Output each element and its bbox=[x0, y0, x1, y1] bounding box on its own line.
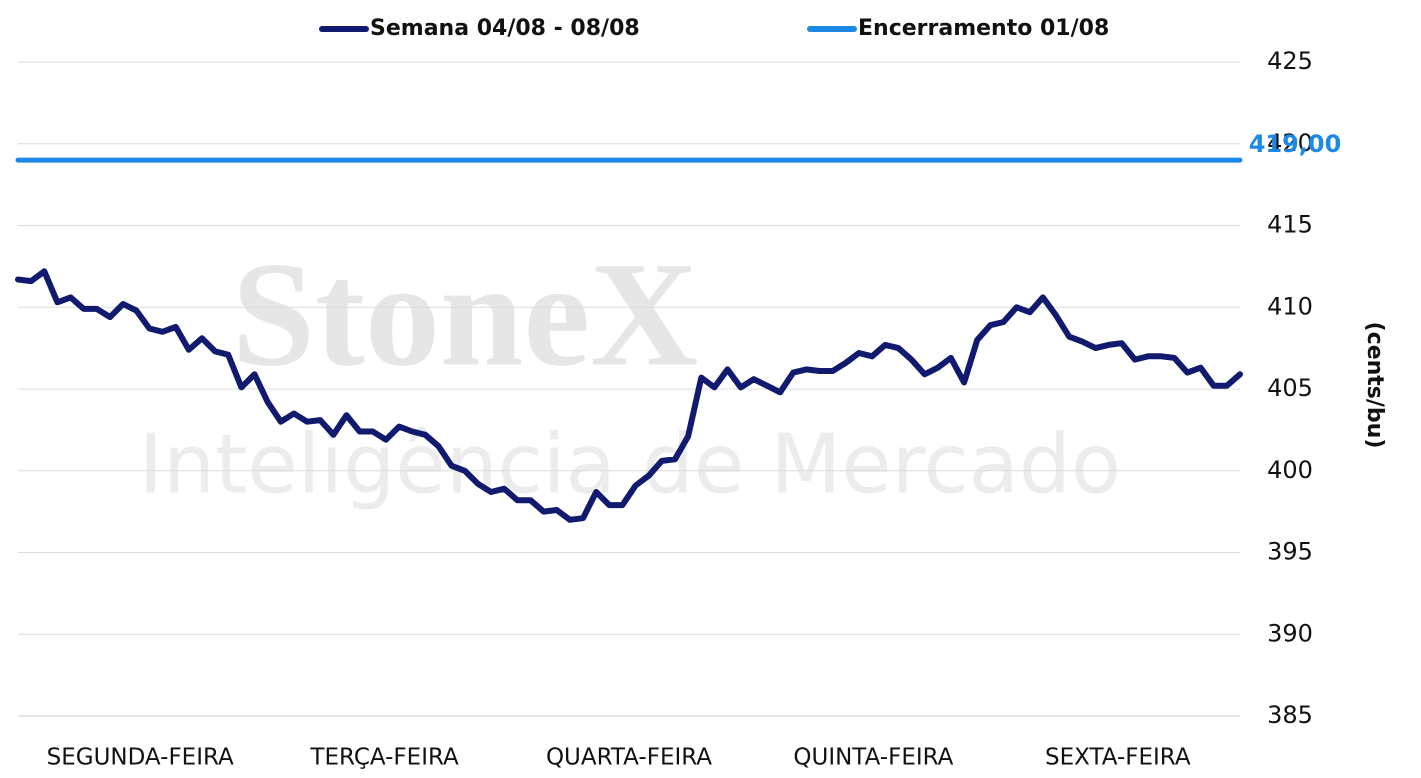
y-axis-label: (cents/bu) bbox=[1362, 322, 1387, 449]
y-tick-label: 385 bbox=[1267, 701, 1313, 729]
value-label: 419,00 bbox=[1249, 130, 1342, 158]
x-tick-label: TERÇA-FEIRA bbox=[309, 745, 459, 771]
legend-label: Encerramento 01/08 bbox=[858, 16, 1109, 41]
x-tick-label: QUARTA-FEIRA bbox=[546, 745, 712, 771]
y-tick-label: 425 bbox=[1267, 47, 1313, 75]
y-tick-label: 405 bbox=[1267, 374, 1313, 402]
x-tick-label: SEXTA-FEIRA bbox=[1045, 745, 1191, 771]
y-tick-label: 400 bbox=[1267, 456, 1313, 484]
x-tick-label: QUINTA-FEIRA bbox=[793, 745, 953, 771]
line bbox=[15, 268, 1243, 523]
y-tick-label: 395 bbox=[1267, 538, 1313, 566]
watermark: StoneX bbox=[232, 231, 699, 397]
legend-label: Semana 04/08 - 08/08 bbox=[370, 16, 640, 41]
y-tick-label: 420 bbox=[1267, 129, 1313, 157]
y-tick-label: 410 bbox=[1267, 292, 1313, 320]
x-tick-label: SEGUNDA-FEIRA bbox=[47, 745, 234, 771]
y-tick-label: 390 bbox=[1267, 619, 1313, 647]
y-tick-label: 415 bbox=[1267, 211, 1313, 239]
